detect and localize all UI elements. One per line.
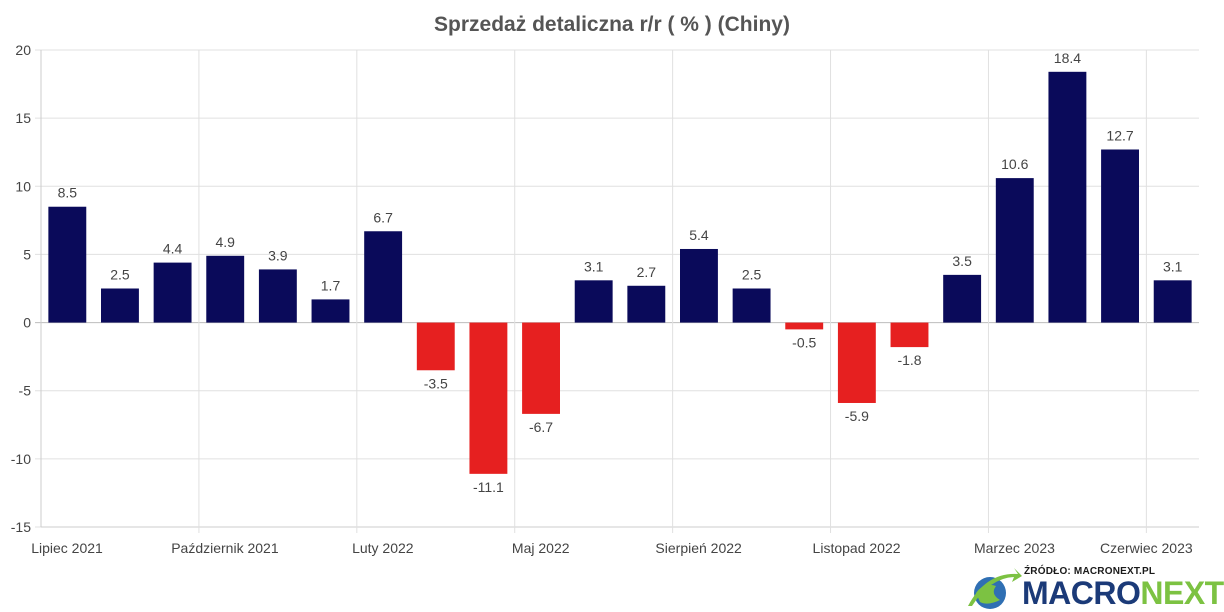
bar xyxy=(785,322,824,330)
bars xyxy=(48,71,1192,474)
bar xyxy=(890,322,929,348)
brand-wordmark: MACRONEXT xyxy=(1022,576,1224,610)
data-label: 10.6 xyxy=(1001,156,1028,172)
x-tick-label: Maj 2022 xyxy=(512,540,570,556)
bar xyxy=(680,248,718,323)
x-tick-label: Sierpień 2022 xyxy=(655,540,742,556)
macronext-logo-icon xyxy=(968,568,1022,609)
x-tick-label: Luty 2022 xyxy=(352,540,414,556)
bar xyxy=(364,231,403,323)
data-label: 2.5 xyxy=(110,267,130,283)
data-label: 3.1 xyxy=(584,258,604,274)
data-label: 3.1 xyxy=(1163,258,1183,274)
data-label: -1.8 xyxy=(897,352,921,368)
data-label: 8.5 xyxy=(58,185,78,201)
data-label: 12.7 xyxy=(1106,127,1133,143)
data-label: 1.7 xyxy=(321,277,341,293)
bar xyxy=(943,274,982,323)
bar xyxy=(837,322,876,403)
y-tick-label: 0 xyxy=(23,315,31,331)
data-label: 3.9 xyxy=(268,247,288,263)
data-label: -11.1 xyxy=(473,479,504,495)
y-axis: 20 15 10 5 0 -5 -10 -15 xyxy=(11,42,31,535)
y-tick-label: 15 xyxy=(15,110,31,126)
x-tick-label: Marzec 2023 xyxy=(974,540,1055,556)
data-labels: 8.5 2.5 4.4 4.9 3.9 1.7 6.7 -3.5 -11.1 -6.7 3.1 2.7… xyxy=(58,50,1183,495)
brand-part-next: NEXT xyxy=(1140,575,1224,611)
x-tick-label: Listopad 2022 xyxy=(813,540,901,556)
x-axis: Lipiec 2021 Październik 2021 Luty 2022 Maj … xyxy=(31,540,1193,556)
bar xyxy=(627,285,666,323)
data-label: 18.4 xyxy=(1054,50,1081,66)
x-tick-label: Czerwiec 2023 xyxy=(1100,540,1193,556)
y-tick-label: 5 xyxy=(23,246,31,262)
data-label: 4.4 xyxy=(163,241,183,257)
bar xyxy=(1048,71,1087,323)
bar xyxy=(732,288,771,323)
grid xyxy=(35,49,1199,533)
bar xyxy=(1153,280,1192,323)
bar xyxy=(522,322,560,414)
y-tick-label: 20 xyxy=(15,42,31,58)
data-label: 5.4 xyxy=(689,227,709,243)
data-label: -3.5 xyxy=(424,375,448,391)
bar xyxy=(206,255,245,323)
y-tick-label: 10 xyxy=(15,178,31,194)
y-tick-label: -10 xyxy=(11,451,31,467)
y-tick-label: -15 xyxy=(11,519,31,535)
data-label: -6.7 xyxy=(529,419,553,435)
data-label: -5.9 xyxy=(845,408,869,424)
bar xyxy=(101,288,139,323)
bar xyxy=(416,322,455,371)
data-label: 2.7 xyxy=(637,264,657,280)
bar xyxy=(995,178,1034,323)
bar xyxy=(1101,149,1139,323)
data-label: 6.7 xyxy=(373,209,393,225)
data-label: 2.5 xyxy=(742,267,762,283)
source-label: ŹRÓDŁO: MACRONEXT.PL xyxy=(1024,566,1156,577)
data-label: 4.9 xyxy=(215,234,235,250)
bar xyxy=(574,280,613,323)
bar xyxy=(311,299,350,323)
bar xyxy=(469,322,508,474)
data-label: 3.5 xyxy=(952,253,972,269)
bar xyxy=(258,269,297,323)
chart-title: Sprzedaż detaliczna r/r ( % ) (Chiny) xyxy=(434,13,790,36)
bar xyxy=(48,206,87,323)
data-label: -0.5 xyxy=(792,334,816,350)
brand-part-macro: MACRO xyxy=(1022,575,1141,611)
y-tick-label: -5 xyxy=(19,383,32,399)
x-tick-label: Październik 2021 xyxy=(171,540,279,556)
bar xyxy=(153,262,192,323)
x-tick-label: Lipiec 2021 xyxy=(31,540,103,556)
